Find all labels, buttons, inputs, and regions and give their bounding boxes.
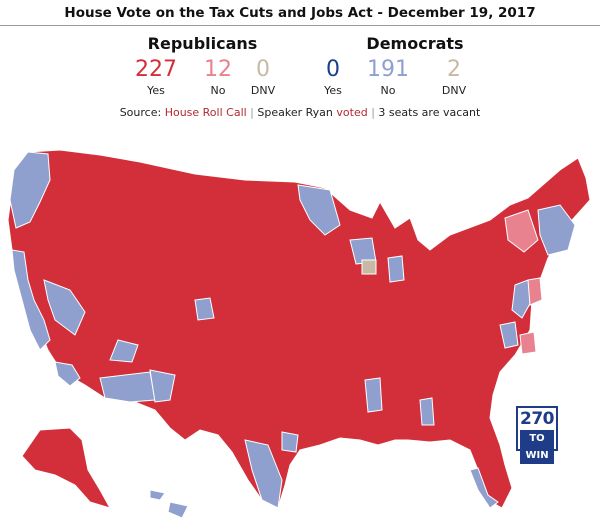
minnesota-dem <box>297 184 341 236</box>
illinois-dem <box>387 255 405 283</box>
arizona-south-dem <box>99 371 156 403</box>
democrats-label: Democrats <box>366 34 464 53</box>
dem-no-count: 191 No <box>367 57 409 98</box>
republicans-header: Republicans <box>95 34 310 53</box>
rep-no-districts <box>504 209 543 355</box>
texas-border-dem <box>244 439 283 509</box>
mid-atlantic-dem <box>511 279 533 319</box>
republicans-label: Republicans <box>147 34 258 53</box>
democrats-header: Democrats <box>315 34 515 53</box>
alabama-dem <box>364 377 383 413</box>
rep-yes-count: 227 Yes <box>135 57 177 98</box>
dem-no-districts <box>9 151 576 509</box>
pacific-nw-dem <box>9 151 51 229</box>
colorado-dem <box>194 297 215 321</box>
page-title: House Vote on the Tax Cuts and Jobs Act … <box>0 0 600 26</box>
carolina-rep-no <box>519 331 537 355</box>
house-roll-call-link[interactable]: House Roll Call <box>164 106 247 119</box>
dem-yes-count: 0 Yes <box>324 57 342 98</box>
270towin-logo: 270 TO WIN <box>516 406 558 464</box>
nevada-dem <box>43 279 86 336</box>
florida-dem <box>469 467 499 509</box>
lower48-region <box>7 149 591 509</box>
rep-no-count: 12 No <box>204 57 232 98</box>
dnv-district <box>361 259 377 275</box>
new-mexico-dem <box>149 369 176 403</box>
socal-dem <box>54 361 81 387</box>
source-line: Source: House Roll Call | Speaker Ryan v… <box>119 106 481 119</box>
new-england-dem <box>537 204 576 256</box>
arizona-dem <box>109 339 139 363</box>
california-coast-dem <box>11 249 51 351</box>
hawaii-region <box>149 489 189 519</box>
houston-dem <box>281 431 299 453</box>
alaska-region <box>21 427 112 509</box>
dem-dnv-count: 2 DNV <box>441 57 467 98</box>
us-house-district-map <box>7 149 591 519</box>
rep-dnv-count: 0 DNV <box>250 57 276 98</box>
atlanta-dem <box>419 397 435 426</box>
new-jersey-rep-no <box>527 277 543 306</box>
virginia-dem <box>499 321 519 349</box>
new-york-rep-no <box>504 209 539 253</box>
ryan-voted-link[interactable]: voted <box>336 106 368 119</box>
